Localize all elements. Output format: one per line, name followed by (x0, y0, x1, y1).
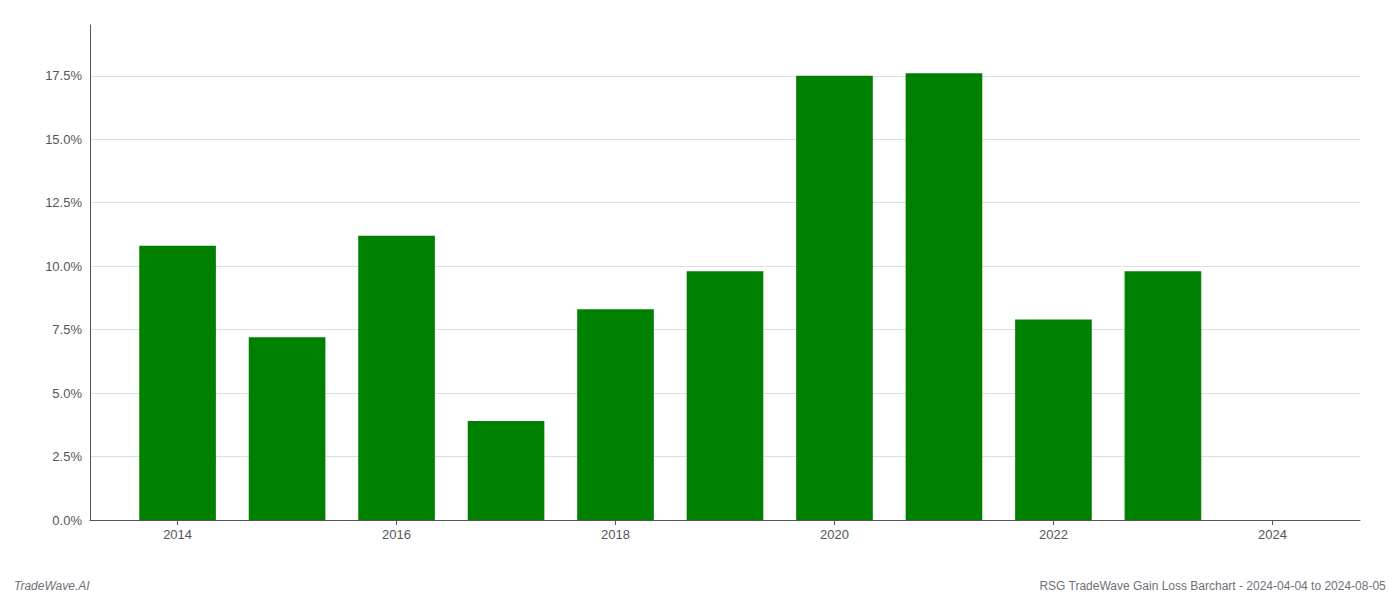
svg-text:12.5%: 12.5% (45, 195, 82, 210)
svg-text:RSG TradeWave Gain Loss Barcha: RSG TradeWave Gain Loss Barchart - 2024-… (1039, 579, 1386, 593)
svg-text:2020: 2020 (820, 527, 849, 542)
svg-text:10.0%: 10.0% (45, 259, 82, 274)
svg-text:2016: 2016 (382, 527, 411, 542)
svg-text:2.5%: 2.5% (52, 449, 82, 464)
svg-text:2018: 2018 (601, 527, 630, 542)
svg-text:5.0%: 5.0% (52, 386, 82, 401)
svg-text:17.5%: 17.5% (45, 68, 82, 83)
svg-text:0.0%: 0.0% (52, 513, 82, 528)
svg-text:2014: 2014 (163, 527, 192, 542)
svg-text:2022: 2022 (1039, 527, 1068, 542)
svg-text:7.5%: 7.5% (52, 322, 82, 337)
svg-text:TradeWave.AI: TradeWave.AI (14, 579, 90, 593)
svg-text:2024: 2024 (1258, 527, 1287, 542)
svg-text:15.0%: 15.0% (45, 132, 82, 147)
